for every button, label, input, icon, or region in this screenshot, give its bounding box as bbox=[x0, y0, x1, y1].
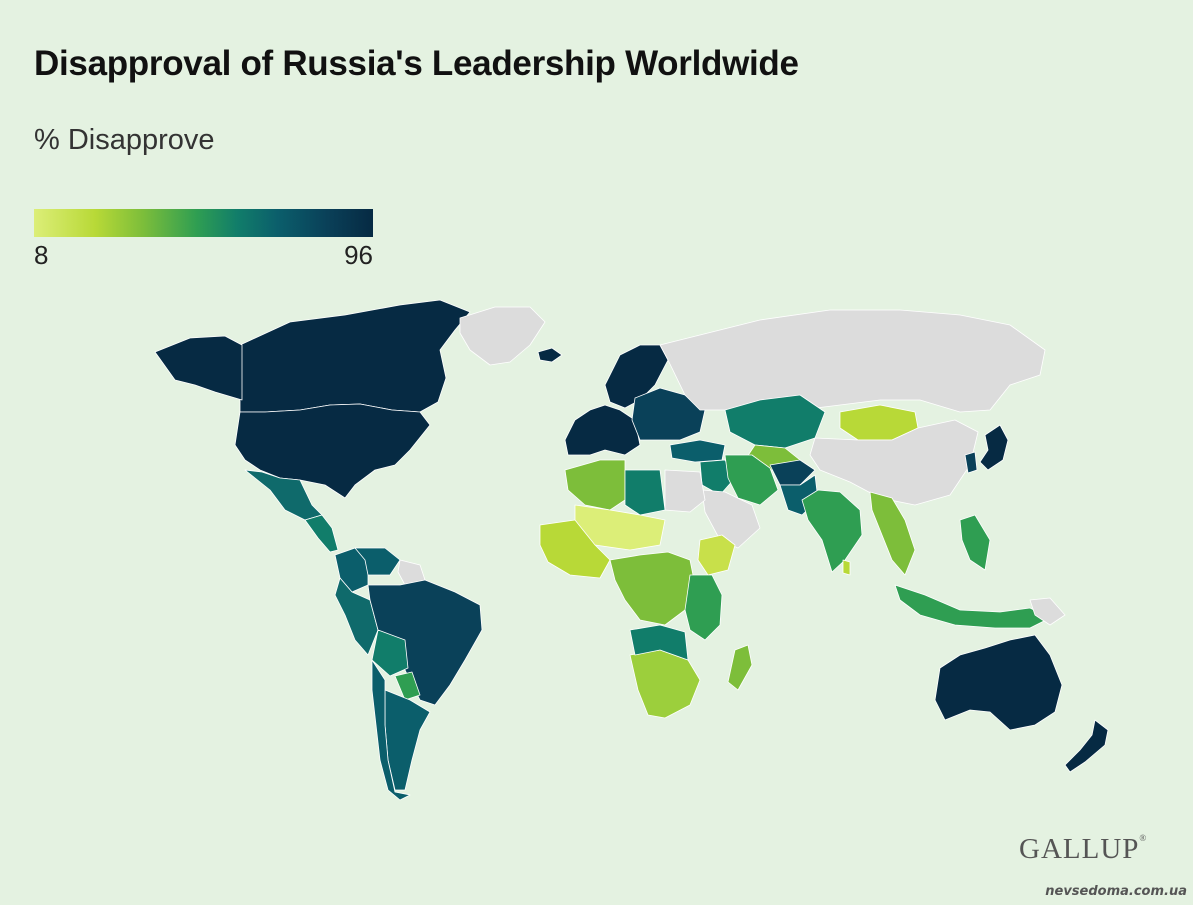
watermark: nevsedoma.com.ua bbox=[1045, 884, 1187, 899]
region-greenland bbox=[459, 306, 546, 366]
region-india bbox=[801, 489, 863, 573]
region-egypt bbox=[664, 469, 706, 513]
color-scale-legend bbox=[34, 209, 373, 237]
region-eastern-europe bbox=[631, 387, 706, 441]
region-peru bbox=[334, 577, 379, 656]
region-ethiopia bbox=[697, 534, 736, 576]
region-turkey bbox=[669, 439, 726, 463]
region-sri-lanka bbox=[842, 559, 851, 576]
region-north-africa bbox=[564, 459, 626, 511]
map-regions bbox=[154, 299, 1109, 801]
region-southern-africa bbox=[629, 649, 701, 719]
region-paraguay bbox=[394, 671, 421, 701]
region-south-korea bbox=[964, 451, 978, 474]
region-iceland bbox=[537, 347, 563, 363]
region-iran bbox=[724, 454, 779, 506]
region-japan bbox=[979, 424, 1009, 471]
legend-min-label: 8 bbox=[34, 240, 49, 270]
region-afghanistan bbox=[769, 459, 816, 486]
gallup-logo-text: GALLUP bbox=[1019, 833, 1140, 865]
region-central-america bbox=[304, 514, 339, 553]
registered-mark: ® bbox=[1139, 833, 1147, 843]
region-argentina bbox=[384, 689, 431, 791]
region-arabian-peninsula bbox=[701, 489, 761, 549]
region-west-africa bbox=[539, 519, 611, 579]
region-bolivia bbox=[371, 629, 409, 677]
page-title: Disapproval of Russia's Leadership World… bbox=[34, 44, 799, 83]
region-madagascar bbox=[727, 644, 753, 691]
region-western-europe bbox=[564, 404, 641, 456]
region-australia bbox=[934, 634, 1063, 731]
region-venezuela bbox=[354, 547, 401, 576]
region-united-states bbox=[234, 403, 431, 499]
region-central-africa bbox=[609, 551, 696, 626]
region-alaska bbox=[154, 335, 243, 401]
region-papua-new-guinea bbox=[1029, 597, 1066, 626]
region-scandinavia bbox=[604, 344, 669, 409]
region-east-africa bbox=[684, 574, 723, 641]
region-new-zealand bbox=[1064, 719, 1109, 773]
subtitle: % Disapprove bbox=[34, 124, 215, 156]
region-southeast-asia bbox=[869, 491, 916, 576]
legend-max-label: 96 bbox=[344, 240, 373, 270]
region-indonesia bbox=[894, 584, 1051, 629]
region-chile bbox=[371, 659, 411, 801]
region-namibia-botswana bbox=[629, 624, 689, 661]
region-philippines bbox=[959, 514, 991, 571]
region-libya bbox=[624, 469, 666, 516]
region-canada bbox=[239, 299, 471, 413]
region-china bbox=[809, 419, 979, 506]
gallup-logo: GALLUP® bbox=[1019, 833, 1146, 866]
region-russia bbox=[659, 309, 1046, 413]
